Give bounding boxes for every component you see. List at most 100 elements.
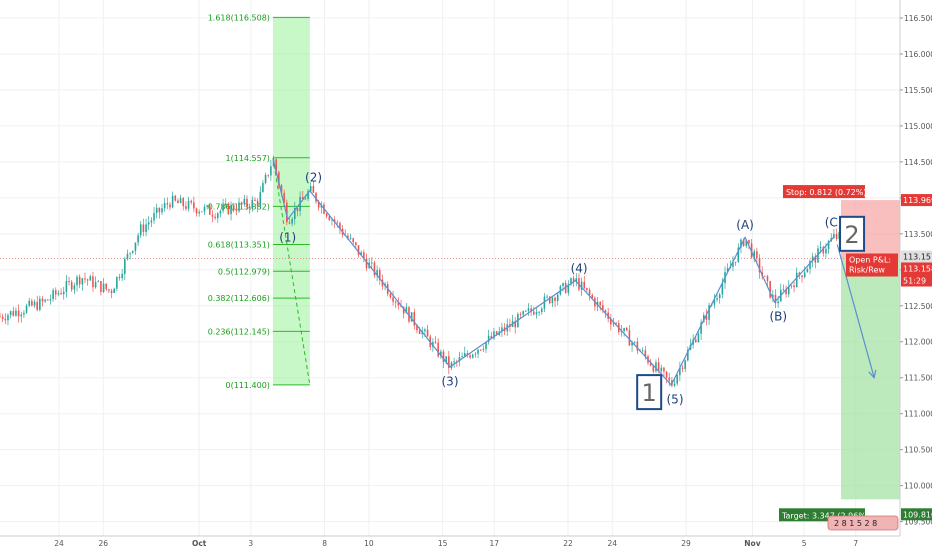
candle-body [240, 202, 243, 205]
candle-body [392, 297, 394, 302]
candle-body [158, 207, 161, 213]
candle-body [129, 252, 131, 254]
candle-body [434, 342, 437, 343]
candle-body [437, 342, 439, 357]
candle-body [787, 286, 790, 295]
candle-body [482, 349, 485, 351]
candle-body [150, 220, 153, 223]
candle-body [230, 205, 232, 215]
candle-body [817, 248, 819, 263]
candle-body [254, 199, 256, 201]
wave-count[interactable]: (1) (2) (3) (4) (5) (A) (B) (C) 1 2 [272, 158, 877, 411]
candle-body [636, 341, 639, 351]
candle-body [190, 200, 193, 203]
candle-body [296, 208, 299, 212]
candle-body [349, 238, 352, 240]
candle-body [806, 268, 809, 273]
candle-body [73, 285, 76, 290]
wave-label: (A) [736, 218, 754, 232]
candle-body [278, 172, 280, 186]
candle-body [402, 306, 405, 314]
fib-level-label: 0.618(113.351) [208, 241, 270, 250]
candle-body [293, 208, 296, 220]
candle-body [209, 205, 211, 215]
candle-body [246, 198, 248, 207]
candle-body [599, 301, 601, 306]
candle-body [89, 276, 92, 281]
candle-body [153, 212, 155, 221]
candle-body [193, 202, 195, 209]
candle-body [835, 233, 838, 239]
candle-body [203, 206, 206, 212]
candle-body [604, 310, 607, 313]
candle-body [602, 305, 604, 311]
candle-body [397, 301, 400, 306]
price-tick-label: 112.500 [904, 302, 932, 311]
time-tick-label: 10 [364, 539, 374, 548]
short-position-tool[interactable] [0, 200, 900, 500]
pnl-box-bg [845, 253, 898, 277]
time-tick-label: Oct [192, 539, 207, 548]
candle-body [315, 192, 317, 202]
candle-body [126, 253, 129, 259]
projection-arrow [836, 244, 875, 378]
candle-body [572, 278, 575, 282]
candle-body [166, 203, 169, 205]
candle-body [742, 239, 745, 246]
candle-body [256, 200, 259, 207]
candle-body [139, 224, 142, 236]
candle-body [562, 283, 564, 287]
candle-body [803, 272, 806, 278]
candle-body [681, 367, 684, 369]
candle-body [97, 281, 100, 282]
candle-body [76, 276, 78, 286]
fib-level-label: 1(114.557) [226, 154, 270, 163]
candle-body [586, 287, 588, 290]
candle-body [214, 216, 216, 219]
candle-body [657, 362, 660, 372]
candle-body [644, 350, 647, 357]
candle-body [501, 327, 503, 332]
candle-body [355, 242, 357, 246]
candle-body [795, 272, 798, 288]
candle-body [84, 278, 86, 280]
candle-body [471, 354, 474, 358]
candle-body [110, 290, 113, 294]
countdown-tag: 51:29 [903, 277, 926, 286]
fibonacci-retracement[interactable]: 1.618(116.508)1(114.557)0.786(113.882)0.… [208, 13, 311, 390]
candle-body [185, 206, 187, 209]
candle-body [86, 279, 89, 281]
candle-body [360, 252, 362, 255]
candle-body [519, 313, 522, 315]
candle-body [726, 268, 729, 272]
candle-body [54, 290, 57, 295]
candle-body [307, 191, 309, 199]
risk-reward-label: Risk/Rew [849, 266, 885, 275]
candle-body [673, 383, 676, 386]
candle-body [676, 375, 679, 384]
grid [0, 0, 900, 536]
candle-body [625, 327, 628, 331]
wave-label: (5) [667, 392, 684, 406]
target-zone [840, 258, 900, 500]
candle-body [631, 342, 633, 346]
candle-body [769, 280, 771, 298]
candle-body [291, 219, 293, 224]
candle-body [177, 200, 179, 204]
candle-body [1, 316, 4, 320]
candle-body [413, 312, 416, 326]
candle-body [352, 238, 355, 243]
candle-body [25, 305, 28, 313]
wave-path [272, 158, 835, 386]
candle-body [161, 208, 163, 213]
time-tick-label: 8 [322, 539, 327, 548]
time-tick-label: 24 [54, 539, 64, 548]
candle-body [718, 294, 721, 299]
candle-body [4, 319, 7, 321]
candle-body [47, 299, 49, 301]
candle-body [756, 251, 758, 259]
candle-body [580, 281, 583, 290]
candle-body [108, 289, 110, 291]
